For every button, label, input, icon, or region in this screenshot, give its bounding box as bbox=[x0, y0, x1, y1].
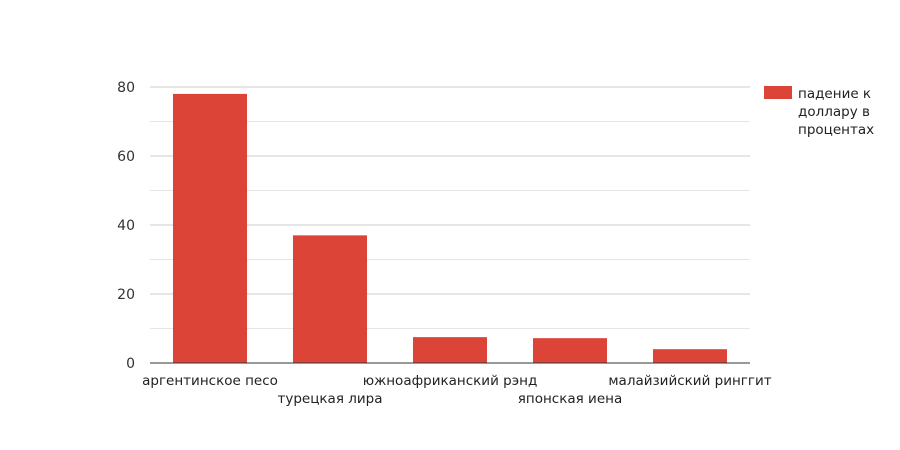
x-category-label: аргентинское песо bbox=[142, 373, 278, 389]
bar bbox=[173, 93, 247, 364]
y-axis-ticks: 0 20 40 60 80 bbox=[117, 80, 135, 372]
bars bbox=[173, 93, 727, 364]
x-category-label: турецкая лира bbox=[277, 391, 382, 407]
legend-swatch bbox=[764, 86, 792, 99]
bar bbox=[653, 349, 727, 363]
x-category-label: японская иена bbox=[518, 391, 622, 407]
y-tick-label: 20 bbox=[117, 287, 135, 303]
x-category-label: малайзийский ринггит bbox=[608, 373, 771, 389]
x-category-label: южноафриканский рэнд bbox=[363, 373, 538, 389]
y-tick-label: 0 bbox=[126, 356, 135, 372]
bar bbox=[293, 235, 367, 363]
y-tick-label: 80 bbox=[117, 80, 135, 96]
y-tick-label: 60 bbox=[117, 149, 135, 165]
x-axis-labels: аргентинское песо турецкая лира южноафрика… bbox=[142, 373, 772, 407]
legend-label: падение к доллару в процентах bbox=[798, 86, 875, 138]
bar bbox=[413, 337, 487, 363]
gridlines bbox=[150, 86, 750, 329]
y-tick-label: 40 bbox=[117, 218, 135, 234]
bar bbox=[533, 338, 607, 363]
